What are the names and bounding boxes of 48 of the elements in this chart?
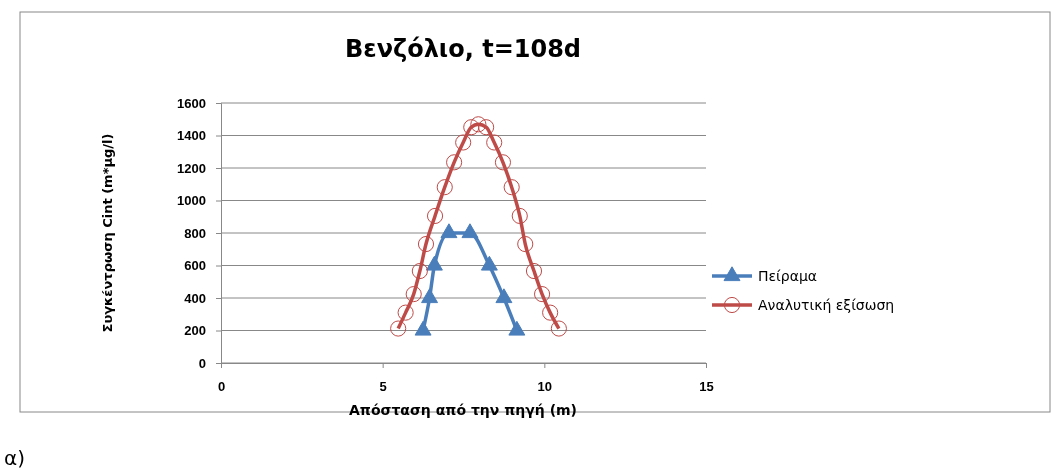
point xyxy=(517,236,534,253)
point xyxy=(425,255,443,271)
point xyxy=(508,320,526,336)
point xyxy=(495,288,513,304)
y-axis-title: Συγκέντρωση Cint (m*μg/l) xyxy=(100,133,115,333)
x-tick-label: 15 xyxy=(699,379,714,395)
point xyxy=(463,119,480,136)
y-tick-label: 600 xyxy=(184,258,206,274)
x-axis-title: Απόσταση από την πηγή (m) xyxy=(348,402,578,418)
point xyxy=(542,304,559,321)
point xyxy=(417,236,435,253)
legend-label: Αναλυτική εξίσωση xyxy=(758,297,895,313)
point xyxy=(486,134,503,151)
point xyxy=(436,179,453,196)
point xyxy=(470,116,487,133)
point xyxy=(480,255,498,271)
point xyxy=(503,179,520,196)
point xyxy=(411,262,428,280)
point xyxy=(405,286,422,303)
text: α) xyxy=(4,446,25,470)
point xyxy=(525,262,543,280)
point xyxy=(414,320,432,336)
point xyxy=(511,207,528,224)
point xyxy=(421,288,439,304)
y-tick-label: 1000 xyxy=(177,193,206,209)
legend-label: Πείραμα xyxy=(758,268,818,284)
point xyxy=(534,286,551,303)
y-tick-label: 800 xyxy=(184,225,206,241)
x-tick-label: 0 xyxy=(217,379,226,395)
point xyxy=(446,154,463,171)
y-tick-label: 400 xyxy=(184,290,206,306)
point xyxy=(455,134,472,151)
point xyxy=(426,207,444,224)
point xyxy=(478,119,495,136)
x-tick-label: 5 xyxy=(379,379,387,395)
point xyxy=(461,223,479,239)
point xyxy=(494,154,512,171)
y-tick-label: 1400 xyxy=(177,128,206,144)
y-tick-label: 1600 xyxy=(177,95,206,111)
y-tick-label: 200 xyxy=(184,323,206,339)
chart-title: Βενζόλιο, t=108d xyxy=(344,35,582,63)
point xyxy=(440,223,458,239)
point xyxy=(390,320,407,337)
y-tick-label: 1200 xyxy=(177,160,206,176)
point xyxy=(550,320,567,337)
point xyxy=(397,304,414,321)
x-tick-label: 10 xyxy=(537,379,553,395)
y-tick-label: 0 xyxy=(198,355,206,371)
